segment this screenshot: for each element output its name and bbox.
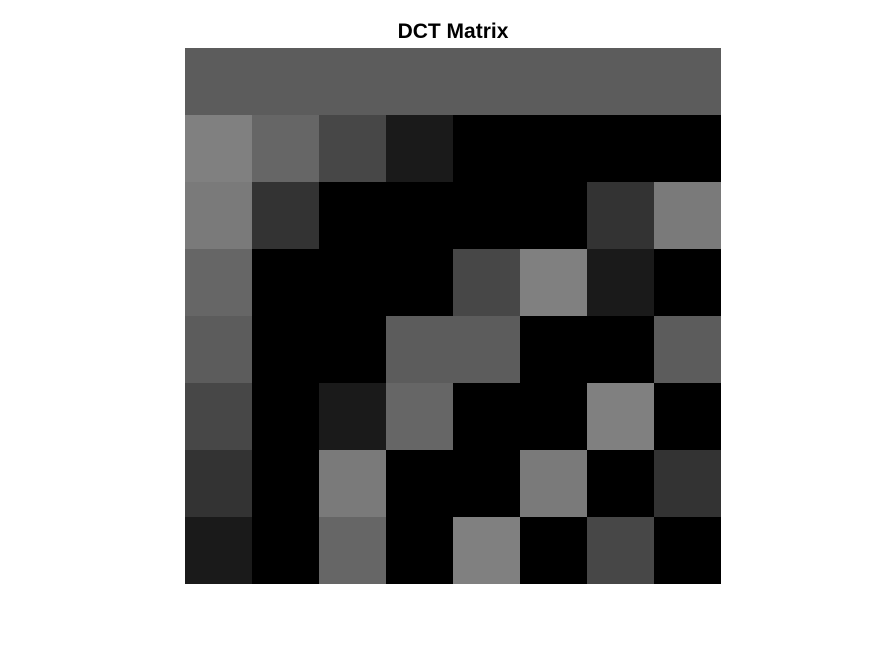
heatmap-cell-r4-c5 (453, 249, 521, 317)
heatmap-cell-r4-c2 (252, 249, 320, 317)
heatmap-cell-r4-c8 (654, 249, 721, 317)
heatmap-cell-r6-c6 (520, 383, 588, 451)
heatmap-cell-r3-c1 (185, 182, 253, 250)
heatmap-cell-r5-c4 (386, 316, 454, 384)
heatmap-cell-r5-c8 (654, 316, 721, 384)
heatmap-cell-r3-c6 (520, 182, 588, 250)
heatmap-cell-r7-c8 (654, 450, 721, 518)
heatmap-cell-r2-c6 (520, 115, 588, 183)
heatmap-cell-r4-c7 (587, 249, 655, 317)
heatmap-cell-r5-c3 (319, 316, 387, 384)
heatmap-cell-r8-c8 (654, 517, 721, 584)
heatmap-cell-r8-c6 (520, 517, 588, 584)
heatmap-cell-r4-c1 (185, 249, 253, 317)
heatmap-cell-r3-c4 (386, 182, 454, 250)
heatmap-cell-r3-c8 (654, 182, 721, 250)
heatmap-cell-r5-c6 (520, 316, 588, 384)
heatmap-cell-r8-c3 (319, 517, 387, 584)
heatmap-cell-r8-c7 (587, 517, 655, 584)
heatmap-cell-r7-c2 (252, 450, 320, 518)
heatmap-cell-r7-c4 (386, 450, 454, 518)
heatmap-cell-r7-c7 (587, 450, 655, 518)
heatmap-cell-r6-c8 (654, 383, 721, 451)
heatmap-cell-r1-c6 (520, 48, 588, 116)
heatmap-plot (185, 48, 721, 584)
heatmap-cell-r4-c4 (386, 249, 454, 317)
heatmap-cell-r5-c1 (185, 316, 253, 384)
chart-title: DCT Matrix (397, 20, 509, 43)
heatmap-cell-r1-c3 (319, 48, 387, 116)
heatmap-cell-r3-c3 (319, 182, 387, 250)
heatmap-cell-r1-c2 (252, 48, 320, 116)
heatmap-cell-r5-c5 (453, 316, 521, 384)
heatmap-cell-r1-c4 (386, 48, 454, 116)
heatmap-cell-r5-c2 (252, 316, 320, 384)
heatmap-cell-r6-c4 (386, 383, 454, 451)
heatmap-cell-r7-c1 (185, 450, 253, 518)
heatmap-cell-r8-c5 (453, 517, 521, 584)
heatmap-cell-r2-c4 (386, 115, 454, 183)
heatmap-cell-r7-c5 (453, 450, 521, 518)
heatmap-cell-r6-c3 (319, 383, 387, 451)
heatmap-cell-r8-c4 (386, 517, 454, 584)
heatmap-cell-r8-c2 (252, 517, 320, 584)
heatmap-cell-r3-c2 (252, 182, 320, 250)
heatmap-cell-r3-c7 (587, 182, 655, 250)
heatmap-cell-r2-c7 (587, 115, 655, 183)
heatmap-cell-r1-c1 (185, 48, 253, 116)
heatmap-cell-r2-c1 (185, 115, 253, 183)
heatmap-cell-r6-c1 (185, 383, 253, 451)
heatmap-cell-r6-c2 (252, 383, 320, 451)
heatmap-cell-r5-c7 (587, 316, 655, 384)
heatmap-cell-r8-c1 (185, 517, 253, 584)
heatmap-cell-r1-c5 (453, 48, 521, 116)
heatmap-cell-r1-c7 (587, 48, 655, 116)
heatmap-cell-r7-c3 (319, 450, 387, 518)
heatmap-cell-r3-c5 (453, 182, 521, 250)
heatmap-cell-r2-c5 (453, 115, 521, 183)
heatmap-cell-r7-c6 (520, 450, 588, 518)
heatmap-cell-r2-c3 (319, 115, 387, 183)
heatmap-cell-r6-c7 (587, 383, 655, 451)
heatmap-cell-r6-c5 (453, 383, 521, 451)
heatmap-cell-r4-c3 (319, 249, 387, 317)
heatmap-cell-r4-c6 (520, 249, 588, 317)
heatmap-cell-r1-c8 (654, 48, 721, 116)
heatmap-cell-r2-c2 (252, 115, 320, 183)
heatmap-cell-r2-c8 (654, 115, 721, 183)
